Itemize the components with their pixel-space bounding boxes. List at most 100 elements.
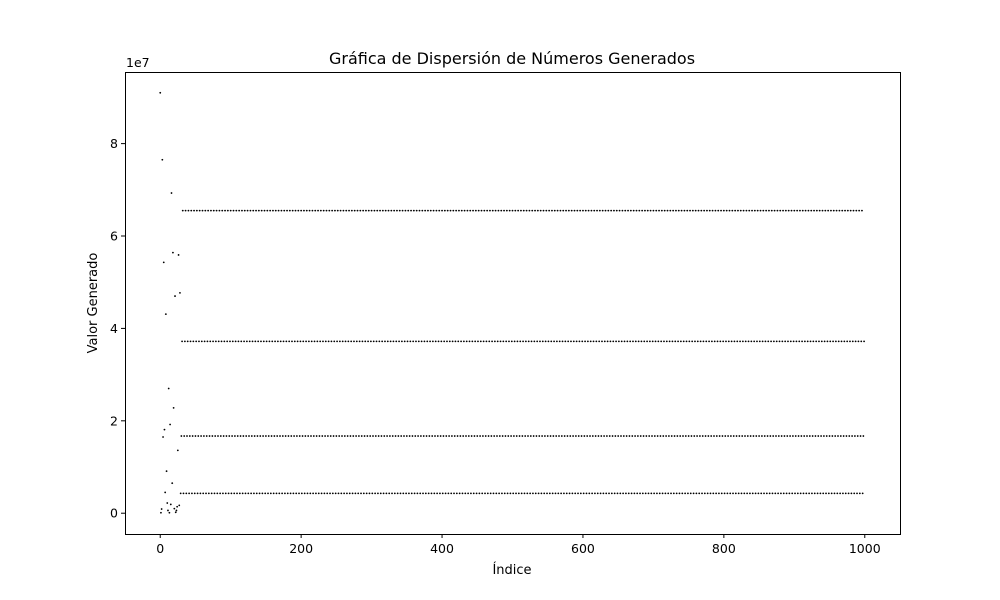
data-point (451, 340, 454, 343)
data-point (646, 340, 648, 343)
data-point (233, 492, 236, 495)
data-point (427, 209, 429, 212)
data-point (274, 209, 277, 212)
data-point (553, 340, 555, 343)
data-point (632, 209, 635, 212)
data-point (161, 158, 164, 161)
data-point (862, 435, 865, 437)
data-point (647, 492, 650, 495)
data-point (517, 492, 520, 495)
data-point (420, 340, 423, 343)
data-point (405, 435, 408, 437)
data-point (493, 435, 496, 437)
data-point (374, 492, 377, 495)
data-point (404, 209, 407, 212)
data-point (587, 209, 590, 212)
y-axis-offset-label: 1e7 (126, 55, 150, 70)
data-point (212, 340, 214, 343)
data-point (176, 449, 179, 452)
data-point (400, 340, 403, 343)
data-point (786, 435, 789, 437)
data-point (810, 209, 813, 212)
data-point (406, 340, 409, 343)
data-point (391, 492, 393, 495)
data-point (259, 435, 262, 437)
data-point (799, 492, 802, 495)
data-point (670, 435, 673, 437)
data-point (729, 492, 732, 495)
data-point (315, 492, 317, 495)
data-point (618, 209, 621, 212)
data-point (818, 209, 821, 212)
data-point (653, 435, 656, 437)
data-point (627, 492, 630, 495)
data-point (327, 340, 330, 343)
data-point (202, 492, 205, 495)
data-point (510, 340, 513, 343)
data-point (295, 492, 298, 495)
data-point (509, 492, 512, 495)
data-point (205, 492, 207, 495)
data-point (708, 340, 710, 343)
y-tick-label: 2 (110, 413, 118, 428)
data-point (334, 209, 336, 212)
data-point (265, 340, 268, 343)
data-point (428, 435, 431, 437)
data-point (496, 340, 499, 343)
data-point (665, 340, 668, 343)
data-point (679, 340, 682, 343)
data-point (492, 492, 495, 495)
data-point (598, 340, 601, 343)
data-point (696, 435, 698, 437)
data-point (758, 340, 761, 343)
data-point (332, 435, 335, 437)
data-point (423, 340, 426, 343)
data-point (340, 492, 343, 495)
data-point (496, 435, 498, 437)
data-point (547, 340, 550, 343)
data-point (558, 340, 561, 343)
data-point (781, 340, 784, 343)
data-point (838, 209, 841, 212)
data-point (488, 340, 491, 343)
data-point (753, 209, 756, 212)
data-point (828, 435, 831, 437)
data-point (383, 435, 386, 437)
data-point (534, 492, 537, 495)
data-point (181, 340, 183, 343)
data-point (556, 209, 559, 212)
data-point (586, 435, 589, 437)
data-point (604, 209, 607, 212)
data-point (539, 209, 542, 212)
data-point (187, 209, 190, 212)
data-point (205, 435, 208, 437)
data-point (326, 492, 329, 495)
data-point (584, 340, 586, 343)
data-point (255, 492, 258, 495)
data-point (636, 492, 639, 495)
data-point (615, 209, 618, 212)
data-point (479, 435, 481, 437)
data-point (727, 435, 729, 437)
data-point (539, 340, 541, 343)
data-point (298, 435, 301, 437)
data-point (798, 340, 801, 343)
data-point (219, 435, 222, 437)
data-point (860, 340, 863, 343)
data-point (714, 209, 717, 212)
data-point (689, 209, 691, 212)
data-point (743, 492, 746, 495)
data-point (288, 340, 291, 343)
data-point (386, 340, 389, 343)
data-point (346, 492, 348, 495)
data-point (577, 435, 580, 437)
data-point (358, 435, 360, 437)
data-point (711, 209, 714, 212)
data-point (600, 435, 603, 437)
data-point (811, 435, 814, 437)
data-point (563, 435, 566, 437)
data-point (362, 492, 365, 495)
data-point (854, 340, 857, 343)
data-point (291, 340, 293, 343)
data-point (324, 340, 327, 343)
